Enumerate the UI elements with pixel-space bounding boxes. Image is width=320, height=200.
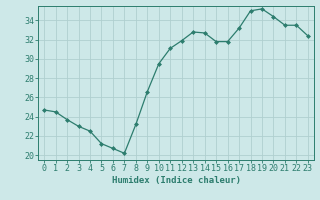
X-axis label: Humidex (Indice chaleur): Humidex (Indice chaleur) bbox=[111, 176, 241, 185]
